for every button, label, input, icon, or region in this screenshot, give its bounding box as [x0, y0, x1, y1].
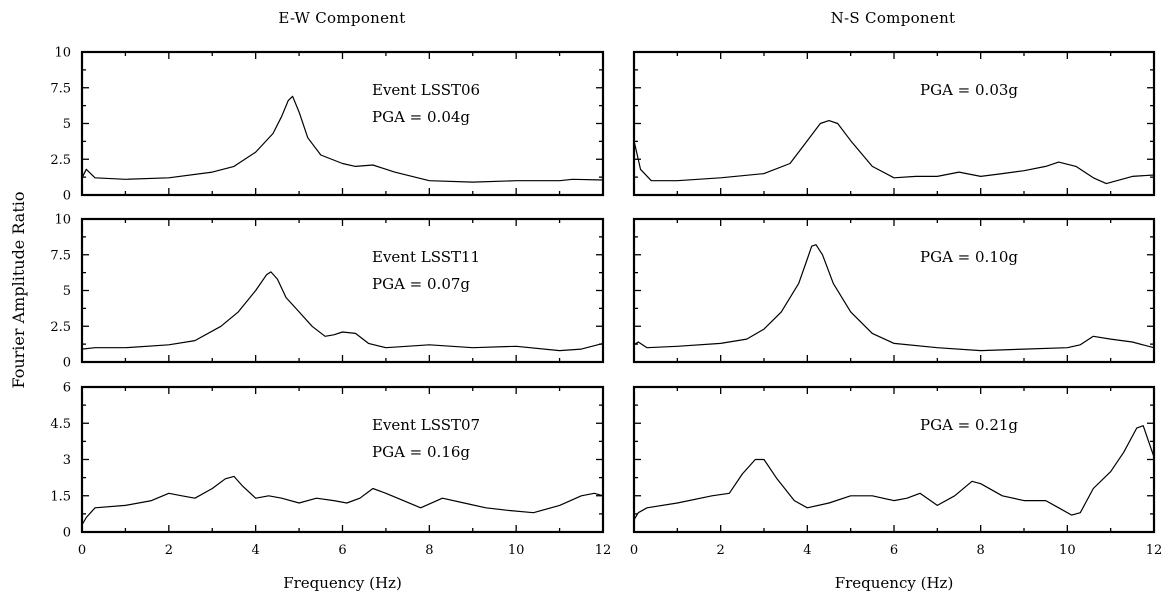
y-tick-label: 3: [63, 453, 71, 468]
y-tick-label: 10: [54, 213, 71, 228]
amplitude-ratio-curve: [633, 120, 1155, 185]
y-tick-label: 0: [63, 189, 71, 204]
x-tick-label: 4: [803, 543, 811, 558]
y-tick-label: 5: [63, 284, 71, 299]
y-tick-label: 0: [63, 356, 71, 371]
panel-row1-col1: 0 2.5 5 7.5 10 Event LSST06 PGA = 0.04g: [50, 46, 605, 204]
amplitude-ratio-curve: [633, 425, 1155, 521]
x-axis-label: Frequency (Hz): [283, 574, 402, 592]
y-tick-label: 7.5: [50, 81, 71, 96]
column-title-ns: N-S Component: [831, 9, 956, 27]
amplitude-ratio-curve: [633, 244, 1155, 352]
x-tick-label: 8: [977, 543, 985, 558]
x-tick-label: 6: [338, 543, 346, 558]
panel-annotation: PGA = 0.04g: [372, 108, 470, 126]
panel-annotation: Event LSST06: [372, 81, 480, 99]
x-tick-label: 2: [717, 543, 725, 558]
y-tick-label: 0: [63, 526, 71, 541]
x-tick-label: 4: [252, 543, 260, 558]
panel-annotation: Event LSST11: [372, 248, 480, 266]
panel-annotation: PGA = 0.03g: [920, 81, 1018, 99]
y-tick-label: 10: [54, 46, 71, 61]
panel-annotation: PGA = 0.21g: [920, 416, 1018, 434]
panel-row3-col2: 0 2 4 6 8 10 12 Frequency (Hz) PGA = 0.21g: [630, 385, 1163, 592]
x-tick-label: 2: [165, 543, 173, 558]
panel-annotation: PGA = 0.10g: [920, 248, 1018, 266]
x-tick-label: 0: [630, 543, 638, 558]
y-tick-label: 4.5: [50, 417, 71, 432]
panel-frame: [632, 385, 1156, 534]
panel-row1-col2: PGA = 0.03g: [632, 50, 1156, 197]
panel-annotation: Event LSST07: [372, 416, 480, 434]
panel-frame: [632, 50, 1156, 197]
y-tick-label: 2.5: [50, 320, 71, 335]
panel-frame: [80, 50, 605, 197]
panel-row2-col1: 0 2.5 5 7.5 10 Event LSST11 PGA = 0.07g: [50, 213, 605, 371]
column-title-ew: E-W Component: [278, 9, 405, 27]
x-tick-label: 12: [595, 543, 612, 558]
y-tick-label: 1.5: [50, 489, 71, 504]
y-axis-label: Fourier Amplitude Ratio: [9, 192, 28, 389]
y-tick-label: 6: [63, 381, 71, 396]
y-tick-label: 2.5: [50, 153, 71, 168]
panel-row2-col2: PGA = 0.10g: [632, 217, 1156, 364]
panel-annotation: PGA = 0.16g: [372, 443, 470, 461]
x-tick-label: 10: [1059, 543, 1076, 558]
amplitude-ratio-curve: [81, 475, 604, 526]
panel-frame: [80, 217, 605, 364]
x-tick-label: 0: [78, 543, 86, 558]
x-tick-label: 6: [890, 543, 898, 558]
y-tick-label: 5: [63, 117, 71, 132]
y-tick-label: 7.5: [50, 248, 71, 263]
panel-annotation: PGA = 0.07g: [372, 275, 470, 293]
amplitude-ratio-curve: [81, 95, 604, 183]
x-tick-label: 10: [508, 543, 525, 558]
panel-row3-col1: 0 1.5 3 4.5 6 0 2 4 6 8 10 12 Frequency (Hz) Event LS…: [50, 381, 611, 593]
amplitude-ratio-curve: [81, 271, 604, 352]
x-tick-label: 8: [425, 543, 433, 558]
x-axis-label: Frequency (Hz): [835, 574, 954, 592]
panel-group: 0 2.5 5 7.5 10 Event LSST06 PGA = 0.04g PGA = 0…: [50, 46, 1162, 593]
panel-frame: [80, 385, 605, 534]
x-tick-label: 12: [1146, 543, 1163, 558]
panel-frame: [632, 217, 1156, 364]
